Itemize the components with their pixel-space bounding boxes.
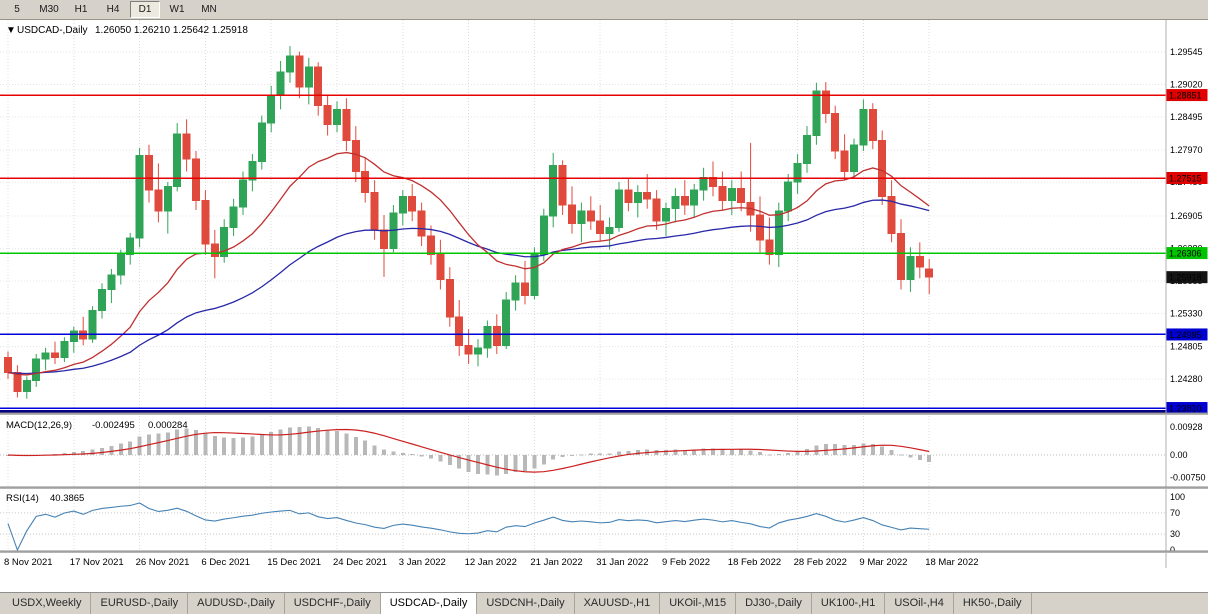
svg-text:3 Jan 2022: 3 Jan 2022	[399, 557, 446, 568]
svg-text:1.24280: 1.24280	[1170, 374, 1203, 384]
rsi-value: 40.3865	[50, 493, 84, 504]
chart-tab-EURUSD-Daily[interactable]: EURUSD-,Daily	[91, 593, 189, 614]
svg-text:1.28495: 1.28495	[1170, 112, 1203, 122]
svg-text:26 Nov 2021: 26 Nov 2021	[136, 557, 190, 568]
candlesticks-pane	[0, 46, 1166, 413]
svg-text:1.24805: 1.24805	[1170, 341, 1203, 351]
svg-text:1.28851: 1.28851	[1169, 91, 1202, 101]
timeframe-button-H4[interactable]: H4	[106, 4, 120, 15]
svg-text:9 Mar 2022: 9 Mar 2022	[859, 557, 907, 568]
svg-text:70: 70	[1170, 508, 1180, 518]
svg-text:1.26306: 1.26306	[1169, 249, 1202, 259]
macd-pane	[0, 426, 1166, 476]
rsi-indicator-label: RSI(14)	[6, 493, 39, 504]
svg-text:31 Jan 2022: 31 Jan 2022	[596, 557, 648, 568]
svg-text:1.27970: 1.27970	[1170, 145, 1203, 155]
svg-text:1.29545: 1.29545	[1170, 47, 1203, 57]
chart-ohlc-values: 1.26050 1.26210 1.25642 1.25918	[95, 25, 248, 36]
svg-text:6 Dec 2021: 6 Dec 2021	[201, 557, 250, 568]
timeframe-button-H1[interactable]: H1	[74, 4, 88, 15]
timeframe-button-W1[interactable]: W1	[169, 4, 185, 15]
chart-tab-USDCAD-Daily[interactable]: USDCAD-,Daily	[380, 593, 478, 614]
chart-tab-AUDUSD-Daily[interactable]: AUDUSD-,Daily	[188, 593, 285, 614]
svg-text:15 Dec 2021: 15 Dec 2021	[267, 557, 321, 568]
svg-text:1.29020: 1.29020	[1170, 80, 1203, 90]
timeframe-button-D1[interactable]: D1	[130, 1, 160, 18]
price-axis[interactable]: 1.295451.290201.284951.279701.274501.269…	[1165, 20, 1208, 568]
chart-tab-USOil-H4[interactable]: USOil-,H4	[885, 593, 954, 614]
svg-text:1.23810: 1.23810	[1169, 404, 1202, 414]
svg-text:21 Jan 2022: 21 Jan 2022	[530, 557, 582, 568]
timeframe-button-5[interactable]: 5	[14, 4, 20, 15]
macd-signal-value: 0.000284	[148, 420, 188, 431]
svg-text:24 Dec 2021: 24 Dec 2021	[333, 557, 387, 568]
chart-grid	[0, 20, 1166, 551]
svg-text:1.27515: 1.27515	[1169, 174, 1202, 184]
time-axis[interactable]: 8 Nov 2021 17 Nov 2021 26 Nov 2021 6 Dec 20…	[4, 557, 979, 568]
svg-text:30: 30	[1170, 529, 1180, 539]
svg-text:100: 100	[1170, 492, 1185, 502]
chart-tab-XAUUSD-H1[interactable]: XAUUSD-,H1	[575, 593, 661, 614]
macd-indicator-label: MACD(12,26,9)	[6, 420, 72, 431]
svg-text:0.00928: 0.00928	[1170, 422, 1203, 432]
pane-separators	[0, 412, 1208, 553]
chart-tab-USDCHF-Daily[interactable]: USDCHF-,Daily	[285, 593, 381, 614]
rsi-pane	[0, 502, 1166, 552]
svg-text:18 Mar 2022: 18 Mar 2022	[925, 557, 978, 568]
collapse-indicator-icon[interactable]: ▼	[6, 25, 16, 36]
svg-text:1.24995: 1.24995	[1169, 330, 1202, 340]
svg-text:0: 0	[1170, 545, 1175, 555]
svg-text:1.25918: 1.25918	[1169, 273, 1202, 283]
svg-text:17 Nov 2021: 17 Nov 2021	[70, 557, 124, 568]
svg-text:0.00: 0.00	[1170, 450, 1188, 460]
svg-text:-0.00750: -0.00750	[1170, 473, 1206, 483]
svg-text:1.26905: 1.26905	[1170, 211, 1203, 221]
svg-text:1.25330: 1.25330	[1170, 309, 1203, 319]
chart-canvas[interactable]: 1.295451.290201.284951.279701.274501.269…	[0, 20, 1208, 592]
chart-tab-DJ30-Daily[interactable]: DJ30-,Daily	[736, 593, 812, 614]
chart-tab-UK100-H1[interactable]: UK100-,H1	[812, 593, 886, 614]
svg-text:12 Jan 2022: 12 Jan 2022	[465, 557, 517, 568]
chart-tab-HK50-Daily[interactable]: HK50-,Daily	[954, 593, 1032, 614]
chart-tabs-bar: USDX,Weekly EURUSD-,Daily AUDUSD-,Daily USD…	[0, 592, 1208, 614]
svg-text:9 Feb 2022: 9 Feb 2022	[662, 557, 710, 568]
chart-tab-UKOil-M15[interactable]: UKOil-,M15	[660, 593, 737, 614]
timeframe-button-MN[interactable]: MN	[201, 4, 217, 15]
macd-main-value: -0.002495	[92, 420, 135, 431]
chart-tab-USDX-Weekly[interactable]: USDX,Weekly	[3, 593, 92, 614]
chart-symbol-title: USDCAD-,Daily	[17, 25, 88, 36]
chart-tab-USDCNH-Daily[interactable]: USDCNH-,Daily	[477, 593, 575, 614]
timeframe-toolbar: 5 M30 H1 H4 D1 W1 MN	[0, 0, 1208, 20]
timeframe-button-M30[interactable]: M30	[39, 4, 59, 15]
svg-text:8 Nov 2021: 8 Nov 2021	[4, 557, 53, 568]
svg-text:28 Feb 2022: 28 Feb 2022	[794, 557, 847, 568]
svg-text:18 Feb 2022: 18 Feb 2022	[728, 557, 781, 568]
